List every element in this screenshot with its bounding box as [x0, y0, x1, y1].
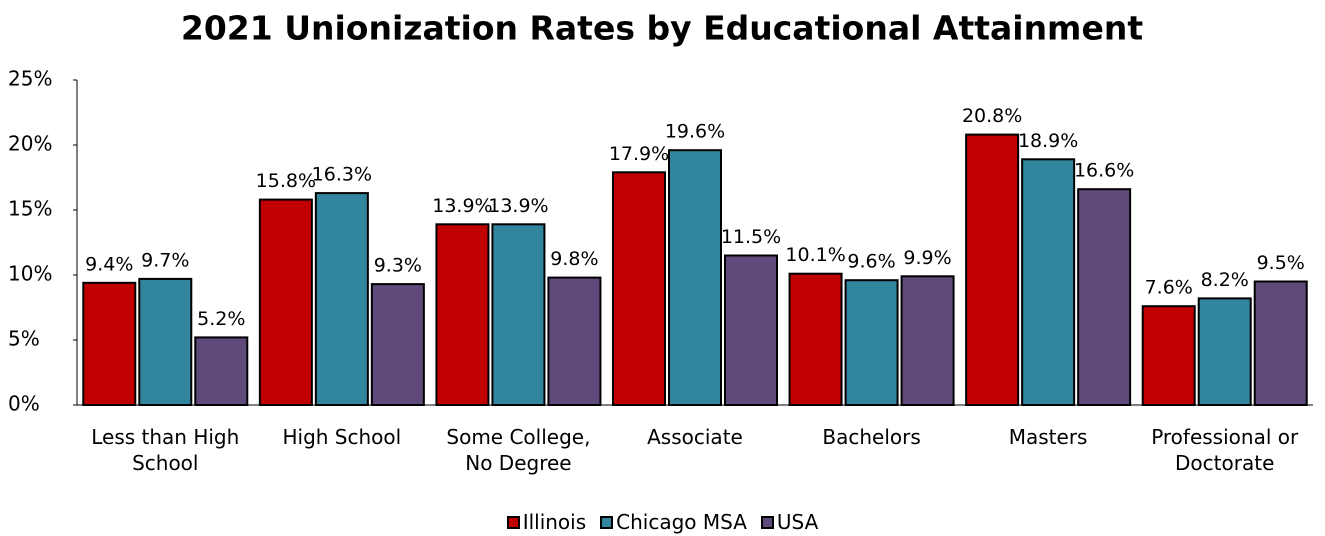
x-tick-label: Less than High School: [91, 425, 240, 475]
bar: [788, 272, 843, 407]
legend-label: Illinois: [522, 510, 587, 534]
legend-swatch: [600, 515, 614, 529]
bar: [194, 336, 249, 406]
value-label: 9.8%: [550, 248, 598, 270]
y-tick-label: 10%: [8, 262, 52, 286]
bar: [547, 276, 602, 407]
legend-label: USA: [776, 510, 819, 534]
bar: [612, 171, 666, 406]
x-tick-label: Some College, No Degree: [446, 425, 591, 475]
bar: [1253, 280, 1308, 406]
legend-swatch: [760, 515, 774, 529]
bar: [370, 283, 425, 407]
bar: [844, 279, 899, 407]
y-tick-label: 0%: [8, 392, 40, 416]
legend-item: USA: [760, 510, 819, 534]
x-tick-label: Associate: [647, 425, 743, 449]
value-label: 7.6%: [1145, 277, 1193, 299]
legend-label: Chicago MSA: [616, 510, 747, 534]
value-label: 9.4%: [85, 253, 133, 275]
value-label: 9.9%: [903, 247, 951, 269]
value-label: 13.9%: [432, 195, 492, 217]
value-label: 10.1%: [785, 244, 845, 266]
bar: [82, 281, 137, 406]
y-tick-label: 5%: [8, 327, 40, 351]
y-tick-label: 15%: [8, 197, 52, 221]
bar: [900, 275, 955, 406]
bar: [435, 223, 490, 406]
bar: [1197, 297, 1252, 406]
legend-item: Chicago MSA: [600, 510, 747, 534]
chart-title: 2021 Unionization Rates by Educational A…: [181, 9, 1143, 48]
bar: [1077, 188, 1132, 406]
bar: [668, 149, 722, 406]
x-tick-label: High School: [282, 425, 402, 449]
bar: [965, 133, 1020, 406]
value-label: 5.2%: [197, 308, 245, 330]
x-tick-label: Bachelors: [822, 425, 921, 449]
value-label: 11.5%: [721, 226, 781, 248]
x-tick-label: Masters: [1008, 425, 1088, 449]
value-label: 17.9%: [609, 143, 669, 165]
value-label: 8.2%: [1201, 269, 1249, 291]
bar: [491, 223, 546, 406]
y-tick-label: 25%: [8, 67, 52, 91]
legend: Illinois Chicago MSA USA: [0, 510, 1325, 534]
bar: [1021, 158, 1076, 406]
legend-swatch: [506, 515, 520, 529]
bar: [138, 277, 193, 406]
legend-item: Illinois: [506, 510, 587, 534]
y-tick-label: 20%: [8, 132, 52, 156]
value-label: 16.6%: [1074, 160, 1134, 182]
value-label: 15.8%: [256, 170, 316, 192]
bar: [724, 254, 778, 406]
value-label: 9.6%: [847, 251, 895, 273]
bar: [1141, 305, 1196, 407]
bar: [258, 198, 313, 406]
value-label: 20.8%: [962, 105, 1022, 127]
x-tick-label: Professional or Doctorate: [1151, 425, 1299, 475]
value-label: 18.9%: [1018, 130, 1078, 152]
value-label: 19.6%: [665, 121, 725, 143]
value-label: 9.7%: [141, 249, 189, 271]
bar: [314, 192, 369, 406]
value-label: 9.5%: [1257, 252, 1305, 274]
value-label: 13.9%: [488, 195, 548, 217]
value-label: 9.3%: [374, 255, 422, 277]
value-label: 16.3%: [312, 164, 372, 186]
